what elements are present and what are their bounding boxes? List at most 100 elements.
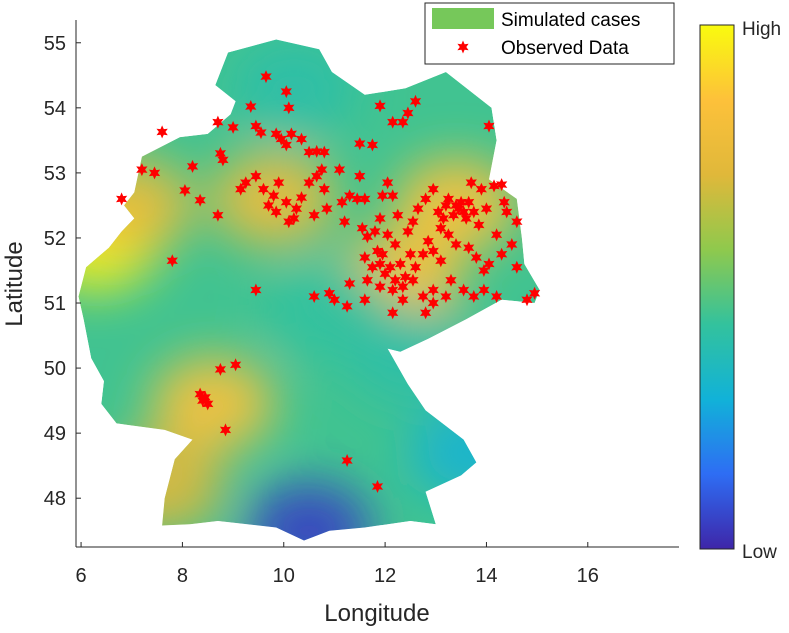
observed-data-point [498, 195, 510, 209]
observed-data-point [427, 182, 439, 196]
observed-data-point [379, 267, 391, 281]
observed-data-point [491, 228, 503, 242]
x-axis-ticks: 6 8 10 12 14 16 [76, 542, 599, 587]
surface-hotspot [409, 404, 534, 501]
observed-data-point [260, 70, 272, 84]
x-tick-label: 10 [273, 565, 295, 587]
observed-data-point [483, 257, 495, 271]
observed-data-point [506, 238, 518, 251]
observed-data-point [389, 238, 401, 251]
observed-data-point [308, 208, 320, 222]
colorbar: High Low [699, 19, 781, 563]
observed-data-point [382, 176, 394, 190]
observed-data-point [397, 115, 409, 129]
observed-data-point [250, 119, 262, 133]
observed-data-point [270, 205, 282, 219]
y-axis-ticks: 48 49 50 51 52 53 54 55 [44, 33, 81, 510]
observed-data-point [392, 208, 404, 222]
observed-data-point [344, 277, 356, 290]
observed-data-point [463, 195, 475, 209]
observed-data-point [356, 221, 368, 235]
observed-data-point [480, 202, 493, 216]
observed-data-point [227, 120, 239, 134]
observed-data-point [202, 397, 214, 411]
observed-data-point [458, 205, 470, 219]
observed-data-point [427, 283, 439, 297]
observed-data-point [478, 283, 490, 297]
y-tick-label: 48 [44, 488, 66, 510]
observed-data-point [361, 273, 373, 287]
observed-data-point [422, 234, 434, 248]
observed-data-point [465, 176, 477, 190]
observed-data-point [470, 251, 482, 264]
surface-hotspot [247, 482, 372, 541]
surface-hotspot [78, 157, 194, 254]
observed-data-point [387, 189, 399, 203]
legend-marker-observed-data [457, 40, 469, 54]
observed-data-point [166, 254, 178, 268]
observed-data-point [374, 99, 386, 113]
observed-data-point [354, 169, 366, 183]
observed-data-point [491, 290, 503, 303]
observed-data-point [214, 362, 226, 376]
observed-data-point [452, 202, 465, 216]
observed-data-point [427, 244, 439, 258]
observed-data-point [285, 127, 297, 141]
observed-data-point [387, 115, 399, 129]
observed-data-point [529, 286, 541, 300]
y-tick-label: 55 [44, 33, 66, 55]
observed-data-point [316, 163, 328, 177]
observed-data-point [336, 195, 348, 209]
observed-data-point [280, 195, 292, 209]
observed-data-point [376, 189, 389, 203]
observed-data-point [235, 182, 247, 196]
colorbar-min-label: Low [742, 542, 777, 563]
observed-data-point [488, 179, 500, 193]
surface-hotspot [231, 40, 356, 137]
y-tick-label: 54 [44, 98, 66, 120]
legend-swatch-simulated-cases [432, 8, 494, 29]
observed-data-point [389, 273, 401, 287]
observed-data-point [303, 176, 315, 190]
observed-data-point [270, 127, 282, 141]
observed-data-point [240, 176, 252, 190]
observed-data-point [455, 195, 467, 209]
y-tick-label: 53 [44, 163, 66, 185]
observed-data-point [359, 251, 371, 264]
observed-data-point [321, 202, 333, 216]
observed-data-point [511, 260, 523, 274]
observed-data-point [427, 296, 439, 310]
observed-data-point [432, 205, 444, 219]
observed-data-point [404, 247, 417, 261]
observed-data-point [374, 280, 386, 294]
observed-data-point [376, 247, 389, 261]
observed-data-point [369, 225, 381, 238]
observed-data-point [387, 306, 399, 320]
observed-data-point [311, 144, 323, 158]
observed-data-point [384, 260, 396, 274]
colorbar-max-label: High [742, 19, 781, 40]
observed-data-point [399, 270, 411, 284]
observed-data-point [194, 193, 206, 207]
observed-data-point [257, 182, 270, 196]
observed-data-point [374, 211, 386, 225]
surface-hotspot [150, 355, 275, 452]
observed-data-point [148, 166, 161, 180]
observed-data-point [478, 264, 490, 277]
observed-data-point [341, 299, 353, 313]
y-tick-label: 50 [44, 358, 66, 380]
observed-data-point [468, 205, 480, 219]
observed-data-point [397, 293, 409, 307]
observed-data-point [250, 169, 262, 183]
observed-data-point [230, 358, 242, 372]
observed-data-point [501, 205, 513, 219]
observed-data-point [341, 454, 353, 467]
observed-data-point [397, 280, 409, 294]
simulated-cases-surface [78, 39, 540, 541]
colorbar-gradient [699, 24, 735, 550]
x-tick-label: 14 [475, 565, 497, 587]
observed-data-point [245, 100, 257, 113]
observed-data-point [275, 132, 287, 146]
observed-data-point [359, 293, 371, 307]
observed-data-point [280, 85, 292, 99]
